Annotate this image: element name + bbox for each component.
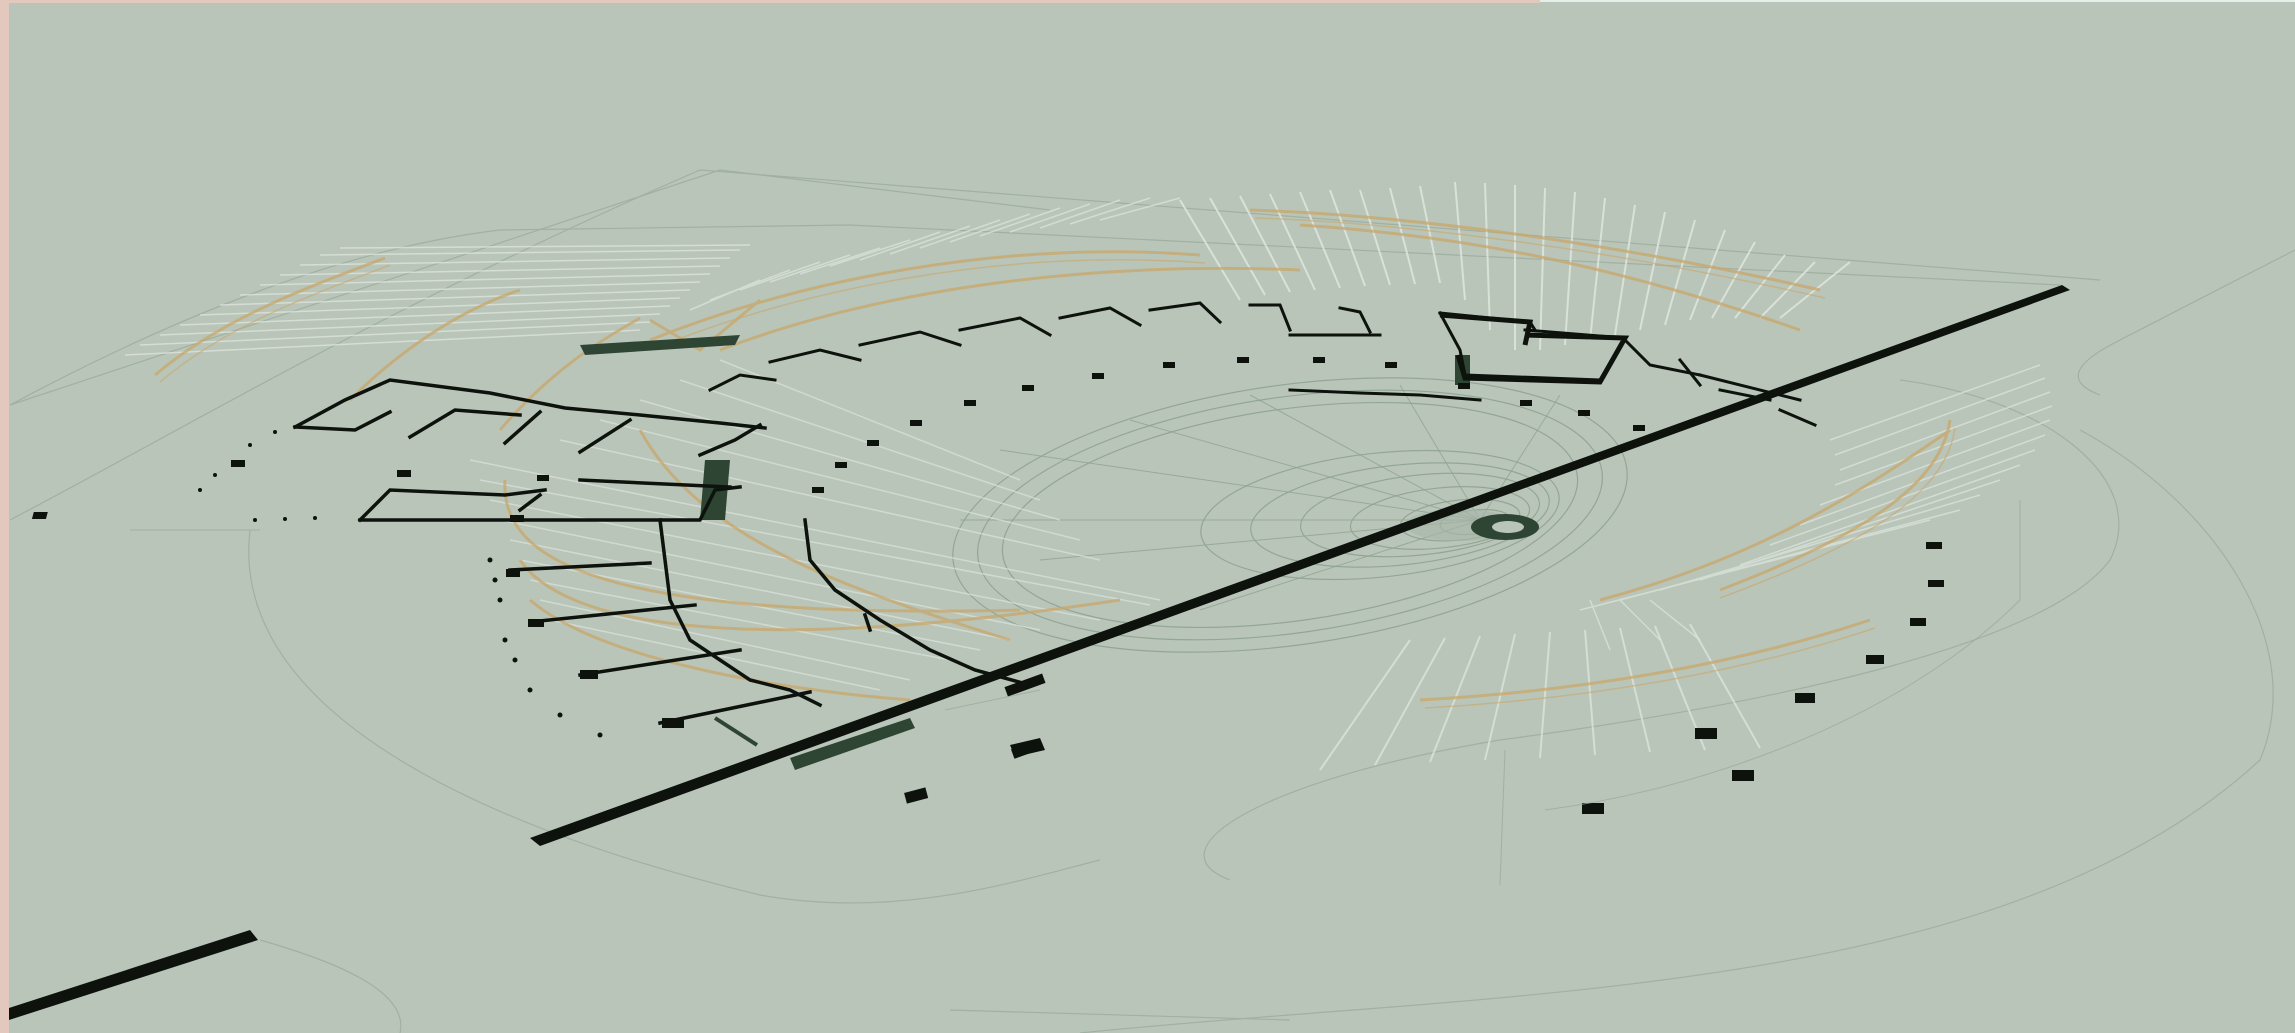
east-partition-walls xyxy=(1718,388,1817,427)
ghost-fins-upper xyxy=(1179,181,1851,351)
outer-guide-lines xyxy=(130,500,2021,886)
ghost-fins-upper-left xyxy=(689,197,1181,311)
viewport-left-edge xyxy=(0,0,9,1033)
north-arc-walls xyxy=(707,301,1802,402)
ochre-arc-bands xyxy=(154,208,1952,702)
viewport-top-edge-light xyxy=(1540,0,2295,2)
site-context-lines xyxy=(9,169,2295,1033)
ghost-fins-east xyxy=(1579,364,2053,651)
center-ring-element xyxy=(1471,514,1539,540)
west-wing-walls xyxy=(292,378,1033,726)
ochre-arc-bands-doubled xyxy=(159,217,1956,709)
column-dots xyxy=(198,430,603,738)
hall-outline xyxy=(1439,312,1630,385)
ghost-fins-south xyxy=(1319,623,1761,771)
viewport-top-edge xyxy=(0,0,1540,3)
green-stairs xyxy=(713,716,759,747)
column-grid xyxy=(31,357,1944,814)
